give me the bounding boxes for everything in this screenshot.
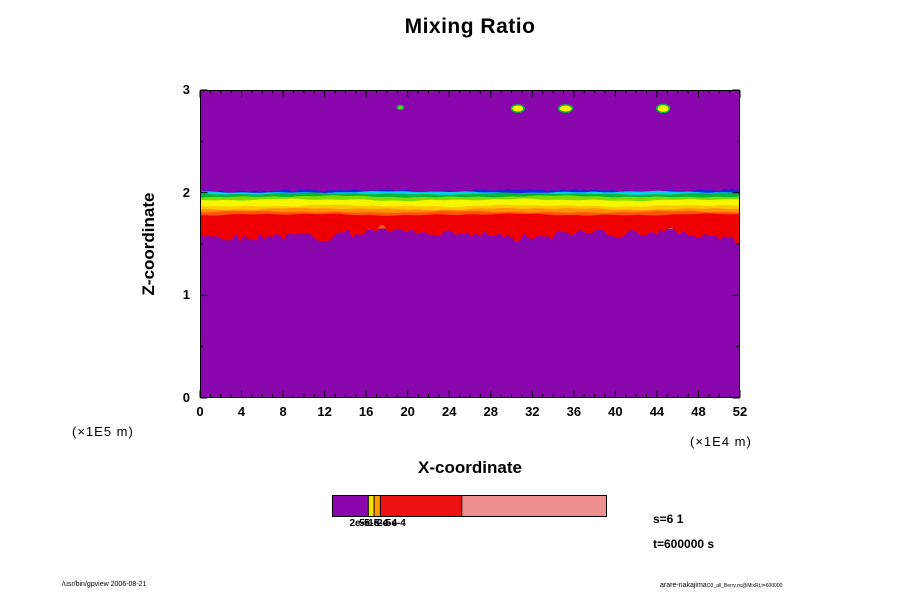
speck-0 — [398, 106, 403, 109]
plot-title: Mixing Ratio — [404, 15, 536, 38]
y-tick-label: 1 — [182, 287, 190, 303]
footer-datafile-text: arare-nakajimaO3_all_Berry.nc@MixRt,t=60… — [660, 582, 782, 589]
y-axis-label: Z-coordinate — [139, 192, 158, 296]
colorbar-label: 2e-5 — [349, 518, 370, 529]
colorbar-segment-0 — [332, 495, 369, 517]
colorbar — [332, 495, 607, 517]
y-tick-label: 0 — [182, 390, 190, 405]
x-tick-label: 40 — [608, 404, 623, 419]
colorbar-segment-4 — [461, 495, 607, 517]
footer-datafile-detail: O3_all_Berry.nc@MixRt,t=600000 — [706, 583, 783, 589]
footer-command-text: /usr/bin/gpview 2006-08-21 — [62, 581, 147, 588]
colorbar-segment-1 — [368, 495, 375, 517]
footer-datafile-main: arare-nakajima — [660, 582, 707, 589]
speck-3 — [657, 105, 669, 112]
y-tick-label: 3 — [182, 82, 190, 97]
y-tick-label: 2 — [182, 184, 190, 200]
x-tick-label: 8 — [279, 404, 287, 419]
x-tick-label: 44 — [649, 404, 665, 419]
colorbar-label: 5e-5 — [359, 518, 380, 529]
x-tick-label: 28 — [483, 404, 498, 419]
speck-1 — [512, 105, 524, 112]
annotation-s: s=6 1 — [653, 512, 684, 526]
axis-ticks — [199, 89, 741, 399]
x-tick-label: 48 — [691, 404, 706, 419]
colorbar-label: 1e-4 — [368, 518, 389, 529]
colorbar-label: 5e-4 — [385, 518, 406, 529]
band-layer-8 — [200, 213, 740, 244]
x-tick-label: 20 — [400, 404, 415, 419]
annotation-time: t=600000 s — [653, 537, 715, 551]
y-axis-unit: (×1E5 m) — [72, 424, 134, 439]
x-tick-label: 12 — [317, 404, 332, 419]
x-axis-label: X-coordinate — [418, 458, 522, 477]
x-tick-label: 0 — [196, 404, 204, 419]
mixing-ratio-band — [200, 103, 740, 244]
x-tick-label: 32 — [525, 404, 540, 419]
x-tick-label: 24 — [441, 404, 457, 419]
speck-2 — [559, 105, 572, 112]
x-tick-label: 36 — [566, 404, 582, 419]
colorbar-segment-3 — [380, 495, 462, 517]
colorbar-border — [332, 495, 607, 517]
field-background — [200, 90, 740, 398]
x-tick-label: 16 — [358, 404, 374, 419]
colorbar-label: 2e-4 — [376, 518, 397, 529]
x-tick-label: 52 — [732, 404, 748, 419]
colorbar-segment-2 — [374, 495, 381, 517]
x-tick-label: 4 — [237, 404, 246, 419]
x-axis-unit: (×1E4 m) — [690, 434, 752, 449]
